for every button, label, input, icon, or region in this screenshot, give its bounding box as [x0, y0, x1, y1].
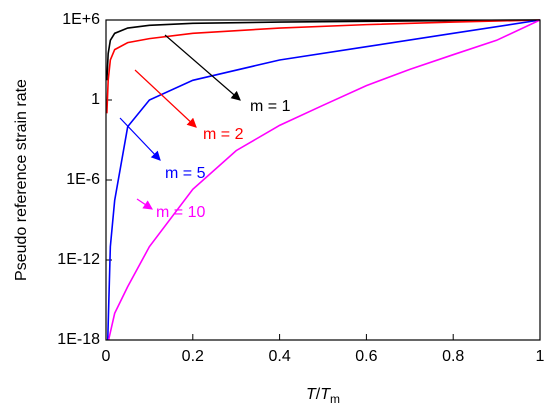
x-tick-label: 0.2	[182, 348, 204, 365]
x-tick-label: 0.4	[268, 348, 290, 365]
annotation-arrow	[136, 198, 153, 210]
plot-frame	[105, 19, 541, 341]
annotation-arrow	[134, 69, 197, 128]
x-label-part: T	[306, 386, 317, 403]
x-label-part: m	[330, 392, 340, 406]
x-axis-label: T/Tm	[306, 386, 340, 406]
annotation-label: m = 5	[165, 165, 206, 182]
x-label-part: T	[320, 386, 331, 403]
y-tick-label: 1E+6	[62, 11, 100, 28]
x-tick-label: 0.6	[355, 348, 377, 365]
annotation-label: m = 2	[203, 126, 244, 143]
annotation-arrow	[164, 34, 241, 101]
annotation-label: m = 10	[156, 204, 205, 221]
series-line	[106, 19, 541, 81]
y-tick-label: 1E-6	[66, 171, 100, 188]
x-tick-label: 0.8	[442, 348, 464, 365]
y-tick-label: 1	[91, 91, 100, 108]
x-label-part: /	[316, 386, 321, 403]
y-tick-label: 1E-18	[57, 331, 100, 348]
series-line	[106, 19, 541, 341]
series-line	[107, 19, 541, 341]
annotation-arrow	[119, 117, 161, 161]
series-line	[106, 19, 541, 114]
y-tick-label: 1E-12	[57, 251, 100, 268]
annotation-label: m = 1	[250, 98, 291, 115]
x-tick-label: 1	[536, 348, 545, 365]
y-axis-label: Pseudo reference strain rate	[13, 79, 30, 281]
x-tick-label: 0	[102, 348, 111, 365]
